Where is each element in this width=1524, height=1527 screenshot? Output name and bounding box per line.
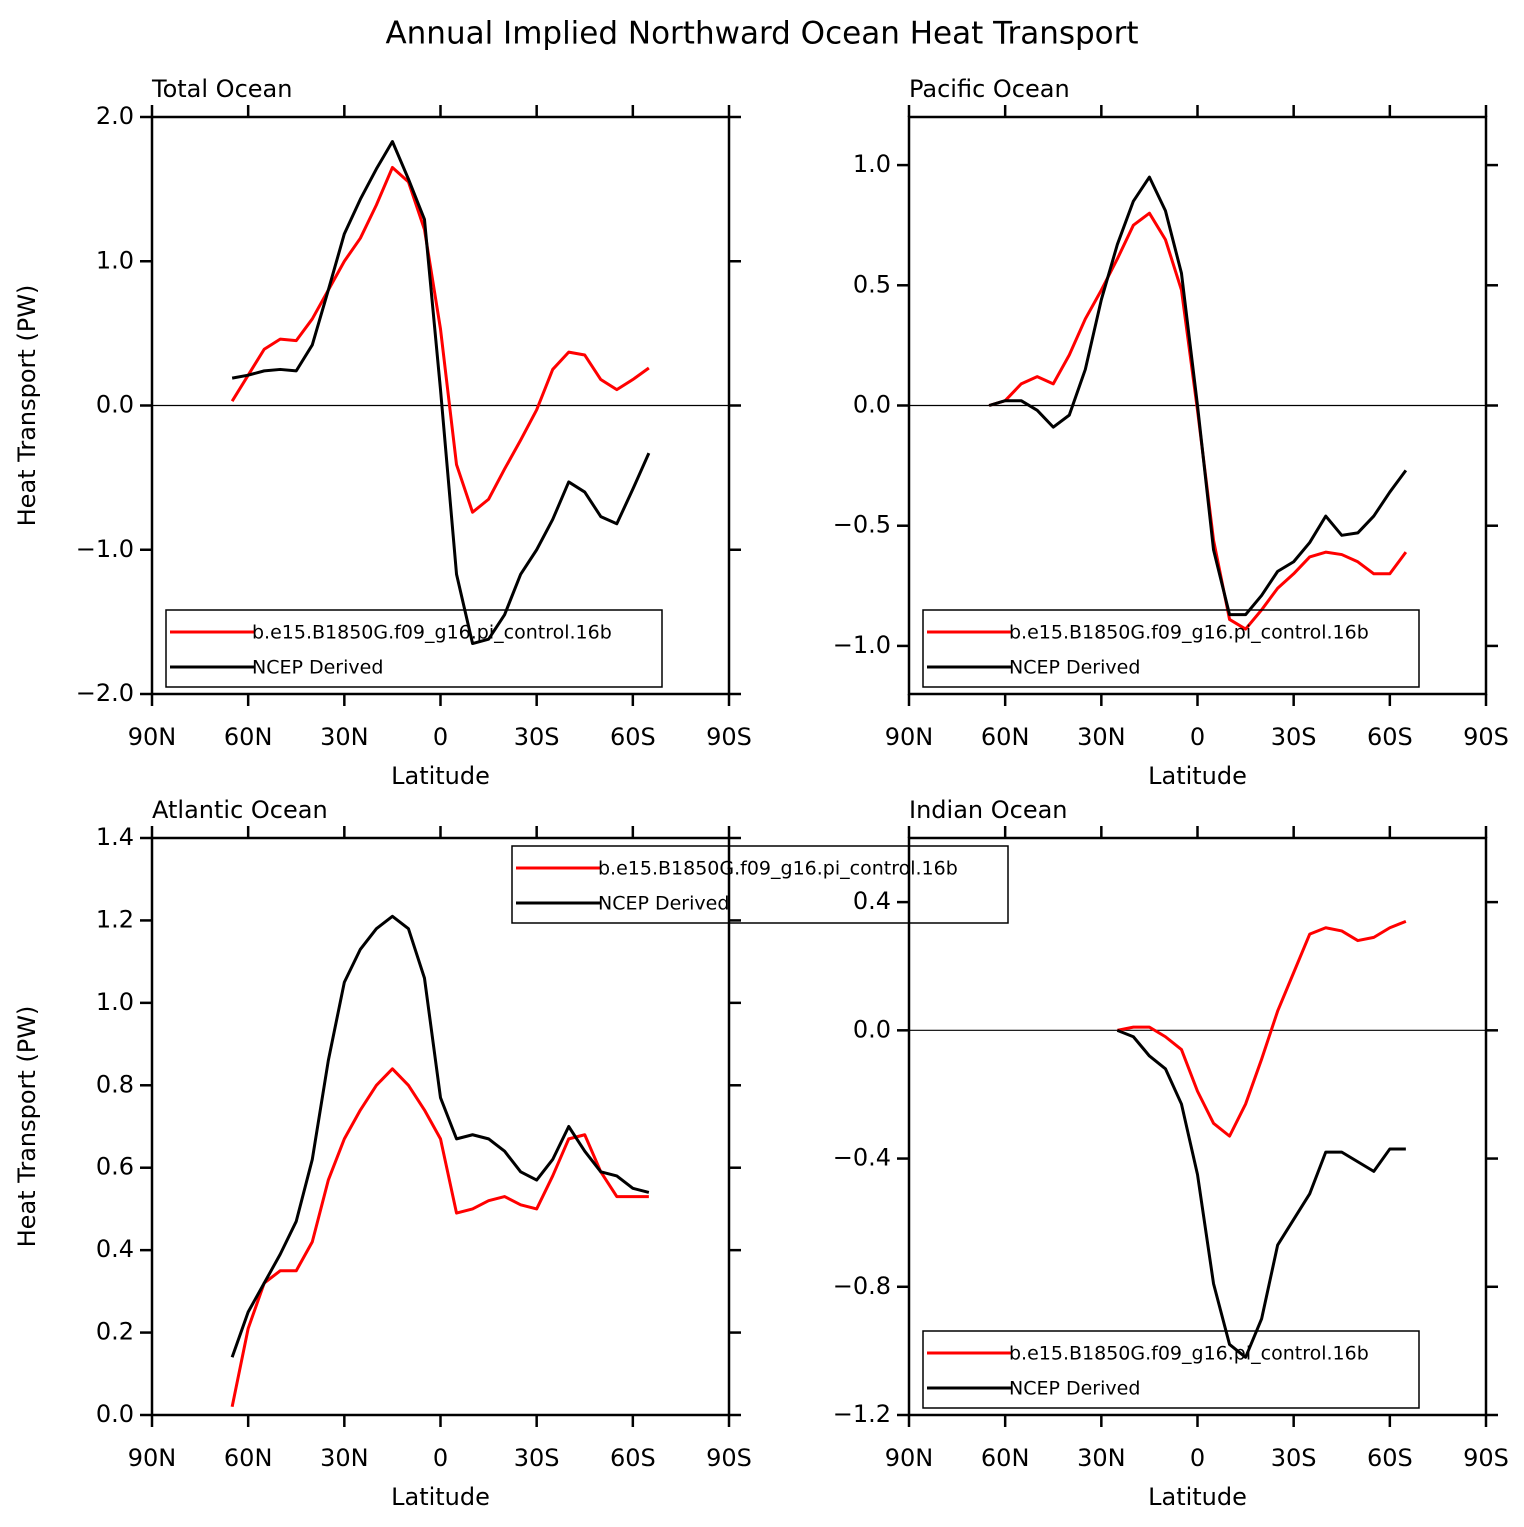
panel-title: Atlantic Ocean bbox=[152, 796, 328, 824]
y-tick-label: 0.6 bbox=[96, 1153, 134, 1181]
x-tick-label: 60S bbox=[1367, 723, 1413, 751]
y-tick-label: 1.0 bbox=[853, 150, 891, 178]
plot-frame bbox=[907, 836, 1488, 1417]
y-tick-label: −2.0 bbox=[76, 679, 134, 707]
legend-label: NCEP Derived bbox=[598, 893, 729, 915]
y-tick-label: 0.2 bbox=[96, 1318, 134, 1346]
x-axis-label: Latitude bbox=[391, 1483, 490, 1511]
data-line bbox=[1116, 1028, 1406, 1359]
y-axis-label: Heat Transport (PW) bbox=[13, 285, 41, 527]
x-tick-label: 0 bbox=[1190, 723, 1205, 751]
data-line bbox=[988, 175, 1408, 617]
y-tick-label: 0.0 bbox=[96, 391, 134, 419]
x-tick-label: 90N bbox=[885, 1444, 934, 1472]
x-tick-label: 30N bbox=[320, 723, 369, 751]
x-tick-label: 90S bbox=[1463, 723, 1509, 751]
y-tick-label: 0.0 bbox=[853, 391, 891, 419]
legend-label: NCEP Derived bbox=[252, 657, 383, 679]
y-tick-label: −1.0 bbox=[833, 631, 891, 659]
y-tick-label: 0.0 bbox=[96, 1400, 134, 1428]
x-tick-label: 60N bbox=[981, 723, 1030, 751]
plot-frame bbox=[150, 836, 731, 1417]
data-line bbox=[1117, 919, 1407, 1138]
legend-label: NCEP Derived bbox=[1009, 657, 1140, 679]
x-tick-label: 30N bbox=[1077, 1444, 1126, 1472]
y-tick-label: −1.2 bbox=[833, 1400, 891, 1428]
y-tick-label: −1.0 bbox=[76, 535, 134, 563]
legend-label: NCEP Derived bbox=[1009, 1378, 1140, 1400]
x-tick-label: 30S bbox=[1271, 1444, 1317, 1472]
panel-title: Total Ocean bbox=[151, 75, 292, 103]
x-tick-label: 30S bbox=[514, 723, 560, 751]
y-tick-label: 1.2 bbox=[96, 905, 134, 933]
data-line bbox=[230, 1067, 649, 1408]
legend-box bbox=[922, 609, 1420, 688]
panel-title: Pacific Ocean bbox=[909, 75, 1070, 103]
data-line bbox=[231, 140, 651, 646]
x-tick-label: 60N bbox=[981, 1444, 1030, 1472]
legend-label: b.e15.B1850G.f09_g16.pi_control.16b bbox=[598, 858, 958, 880]
y-tick-label: 0.5 bbox=[853, 270, 891, 298]
x-tick-label: 60S bbox=[610, 1444, 656, 1472]
panel-title: Indian Ocean bbox=[909, 796, 1068, 824]
x-tick-label: 90N bbox=[128, 1444, 177, 1472]
plot-frame bbox=[150, 115, 731, 696]
x-axis-label: Latitude bbox=[1148, 1483, 1247, 1511]
x-tick-label: 90N bbox=[128, 723, 177, 751]
x-tick-label: 90S bbox=[706, 723, 752, 751]
y-tick-label: −0.5 bbox=[833, 511, 891, 539]
y-tick-label: −0.4 bbox=[833, 1144, 891, 1172]
x-tick-label: 0 bbox=[433, 723, 448, 751]
y-axis-label: Heat Transport (PW) bbox=[13, 1006, 41, 1248]
data-line bbox=[230, 914, 650, 1358]
data-line bbox=[230, 165, 650, 514]
y-tick-label: 0.8 bbox=[96, 1070, 134, 1098]
x-tick-label: 30S bbox=[1271, 723, 1317, 751]
y-tick-label: 0.4 bbox=[853, 887, 891, 915]
figure-title: Annual Implied Northward Ocean Heat Tran… bbox=[385, 16, 1138, 52]
x-axis-label: Latitude bbox=[1148, 762, 1247, 790]
x-tick-label: 90N bbox=[885, 723, 934, 751]
x-tick-label: 60N bbox=[224, 723, 273, 751]
x-tick-label: 0 bbox=[1190, 1444, 1205, 1472]
legend-label: b.e15.B1850G.f09_g16.pi_control.16b bbox=[1009, 1343, 1369, 1365]
x-tick-label: 60N bbox=[224, 1444, 273, 1472]
x-tick-label: 30N bbox=[1077, 723, 1126, 751]
y-tick-label: 0.0 bbox=[853, 1015, 891, 1043]
legend-label: b.e15.B1850G.f09_g16.pi_control.16b bbox=[252, 622, 612, 644]
x-tick-label: 60S bbox=[610, 723, 656, 751]
x-tick-label: 30N bbox=[320, 1444, 369, 1472]
x-tick-label: 0 bbox=[433, 1444, 448, 1472]
y-tick-label: 1.0 bbox=[96, 246, 134, 274]
y-tick-label: 1.0 bbox=[96, 988, 134, 1016]
x-axis-label: Latitude bbox=[391, 762, 490, 790]
y-tick-label: −0.8 bbox=[833, 1272, 891, 1300]
legend-label: b.e15.B1850G.f09_g16.pi_control.16b bbox=[1009, 622, 1369, 644]
data-line bbox=[988, 211, 1408, 631]
x-tick-label: 90S bbox=[706, 1444, 752, 1472]
x-tick-label: 60S bbox=[1367, 1444, 1413, 1472]
legend-box bbox=[922, 1330, 1420, 1409]
x-tick-label: 90S bbox=[1463, 1444, 1509, 1472]
y-tick-label: 2.0 bbox=[96, 102, 134, 130]
legend-box bbox=[165, 609, 663, 688]
y-tick-label: 0.4 bbox=[96, 1235, 134, 1263]
x-tick-label: 30S bbox=[514, 1444, 560, 1472]
legend-box bbox=[511, 845, 1009, 924]
y-tick-label: 1.4 bbox=[96, 823, 134, 851]
plot-frame bbox=[907, 115, 1488, 696]
